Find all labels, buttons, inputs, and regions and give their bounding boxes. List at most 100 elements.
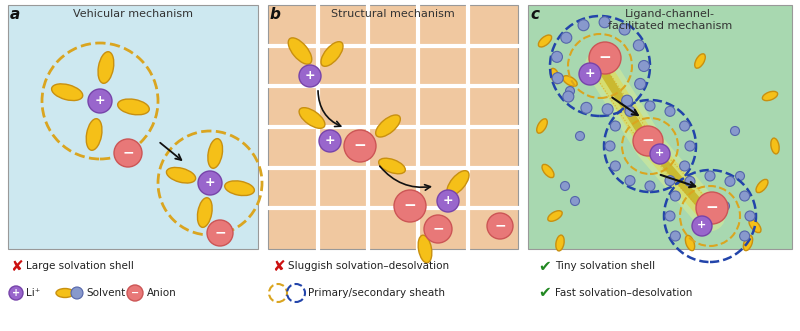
Circle shape xyxy=(721,202,730,211)
Circle shape xyxy=(394,190,426,222)
Circle shape xyxy=(665,176,675,186)
Ellipse shape xyxy=(749,219,761,233)
Circle shape xyxy=(487,213,513,239)
Circle shape xyxy=(610,161,620,171)
Circle shape xyxy=(563,91,574,102)
Circle shape xyxy=(680,121,690,131)
Circle shape xyxy=(645,101,655,111)
Circle shape xyxy=(579,63,601,85)
Text: +: + xyxy=(442,194,454,207)
Circle shape xyxy=(670,231,680,241)
Circle shape xyxy=(665,106,675,117)
Text: +: + xyxy=(655,149,665,159)
Text: −: − xyxy=(598,50,611,65)
Circle shape xyxy=(319,130,341,152)
Circle shape xyxy=(605,141,615,151)
Circle shape xyxy=(437,190,459,212)
Text: −: − xyxy=(214,225,226,240)
FancyBboxPatch shape xyxy=(268,5,518,249)
Text: ✘: ✘ xyxy=(272,259,284,273)
Circle shape xyxy=(685,141,695,151)
Ellipse shape xyxy=(208,139,222,168)
Circle shape xyxy=(88,89,112,113)
Text: Fast solvation–desolvation: Fast solvation–desolvation xyxy=(555,288,692,298)
Ellipse shape xyxy=(166,167,196,183)
Text: +: + xyxy=(205,176,215,189)
Ellipse shape xyxy=(447,171,469,195)
Ellipse shape xyxy=(86,119,102,150)
Circle shape xyxy=(633,126,663,156)
Circle shape xyxy=(566,86,574,96)
Text: ✘: ✘ xyxy=(10,259,22,273)
Text: +: + xyxy=(94,94,106,107)
Circle shape xyxy=(725,176,735,186)
Ellipse shape xyxy=(378,158,406,174)
Ellipse shape xyxy=(548,211,562,221)
Text: Sluggish solvation–desolvation: Sluggish solvation–desolvation xyxy=(288,261,449,271)
Text: c: c xyxy=(530,7,539,22)
Text: ✔: ✔ xyxy=(538,286,551,301)
FancyBboxPatch shape xyxy=(528,5,792,249)
Text: −: − xyxy=(131,288,139,298)
Circle shape xyxy=(610,121,620,131)
Ellipse shape xyxy=(98,52,114,83)
Circle shape xyxy=(619,24,630,35)
Circle shape xyxy=(344,130,376,162)
Text: −: − xyxy=(706,200,718,215)
Circle shape xyxy=(705,171,715,181)
Circle shape xyxy=(599,17,610,28)
Circle shape xyxy=(730,126,739,135)
Ellipse shape xyxy=(556,235,564,251)
Circle shape xyxy=(578,20,589,31)
Text: −: − xyxy=(354,138,366,153)
Circle shape xyxy=(551,51,562,62)
Circle shape xyxy=(581,102,592,113)
Text: +: + xyxy=(698,220,706,230)
Text: Anion: Anion xyxy=(147,288,177,298)
Text: Solvent: Solvent xyxy=(86,288,126,298)
Text: ✔: ✔ xyxy=(538,259,551,273)
Text: Vehicular mechanism: Vehicular mechanism xyxy=(73,9,193,19)
Text: −: − xyxy=(432,221,444,235)
Text: Structural mechanism: Structural mechanism xyxy=(331,9,455,19)
FancyBboxPatch shape xyxy=(8,5,258,249)
Circle shape xyxy=(692,216,712,236)
Text: Ligand-channel-
facilitated mechanism: Ligand-channel- facilitated mechanism xyxy=(608,9,732,31)
Ellipse shape xyxy=(686,235,694,251)
Circle shape xyxy=(680,161,690,171)
Ellipse shape xyxy=(418,235,432,263)
Ellipse shape xyxy=(299,108,325,128)
Ellipse shape xyxy=(198,198,212,227)
Circle shape xyxy=(665,211,675,221)
Circle shape xyxy=(589,42,621,74)
Circle shape xyxy=(71,287,83,299)
Text: Tiny solvation shell: Tiny solvation shell xyxy=(555,261,655,271)
Circle shape xyxy=(424,215,452,243)
Ellipse shape xyxy=(321,42,343,66)
Text: −: − xyxy=(122,146,134,160)
Ellipse shape xyxy=(376,115,400,137)
Circle shape xyxy=(745,211,755,221)
Circle shape xyxy=(127,285,143,301)
Circle shape xyxy=(625,176,635,186)
Text: Large solvation shell: Large solvation shell xyxy=(26,261,134,271)
Ellipse shape xyxy=(762,91,778,101)
Ellipse shape xyxy=(225,181,254,196)
Text: +: + xyxy=(305,69,315,82)
Circle shape xyxy=(696,192,728,224)
Circle shape xyxy=(207,220,233,246)
Circle shape xyxy=(570,197,579,206)
Circle shape xyxy=(625,106,635,117)
Circle shape xyxy=(299,65,321,87)
Text: Primary/secondary sheath: Primary/secondary sheath xyxy=(308,288,445,298)
Ellipse shape xyxy=(288,38,312,64)
Circle shape xyxy=(198,171,222,195)
Text: −: − xyxy=(494,218,506,232)
Circle shape xyxy=(650,144,670,164)
Ellipse shape xyxy=(550,69,560,84)
Ellipse shape xyxy=(542,165,554,178)
Circle shape xyxy=(552,72,563,84)
Circle shape xyxy=(740,231,750,241)
Ellipse shape xyxy=(771,138,779,154)
Circle shape xyxy=(685,176,695,186)
